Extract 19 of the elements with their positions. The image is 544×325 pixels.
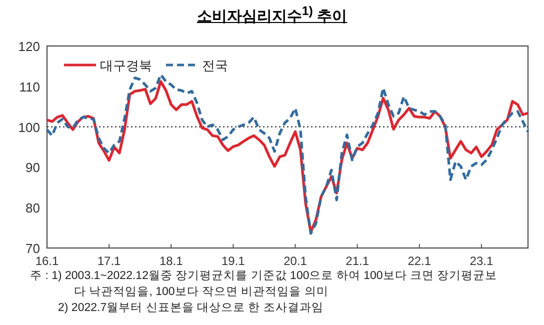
text: 2) 2022.7월부터 신표본을 대상으로 한 조사결과임	[57, 301, 324, 316]
x-tick-label: 22.1	[408, 254, 432, 268]
y-tick-label: 120	[18, 39, 40, 54]
x-tick-label: 23.1	[470, 254, 494, 268]
text: 주 : 1) 2003.1~2022.12월중 장기평균치를 기준값 100으로 하여 100보다 크면 장기평균보다 낙관적임을, 100보다 작으면 비관적임을 의미	[30, 269, 498, 300]
y-tick-label: 90	[26, 160, 40, 176]
y-tick-label: 100	[18, 120, 40, 135]
legend-label: 전국	[202, 58, 228, 73]
x-tick-label: 17.1	[97, 254, 122, 268]
y-tick-label: 70	[26, 241, 40, 256]
y-tick-label: 110	[19, 79, 40, 94]
x-tick-label: 16.1	[35, 254, 59, 268]
x-tick-label: 18.1	[159, 254, 184, 268]
y-tick-label: 80	[26, 200, 40, 216]
x-tick-label: 20.1	[284, 254, 308, 268]
legend-label: 대구경북	[100, 58, 152, 73]
x-tick-label: 21.1	[346, 254, 370, 268]
x-tick-label: 19.1	[222, 254, 246, 268]
chart-title: 소비자심리지수$^{1)}$ 추이	[196, 4, 348, 25]
